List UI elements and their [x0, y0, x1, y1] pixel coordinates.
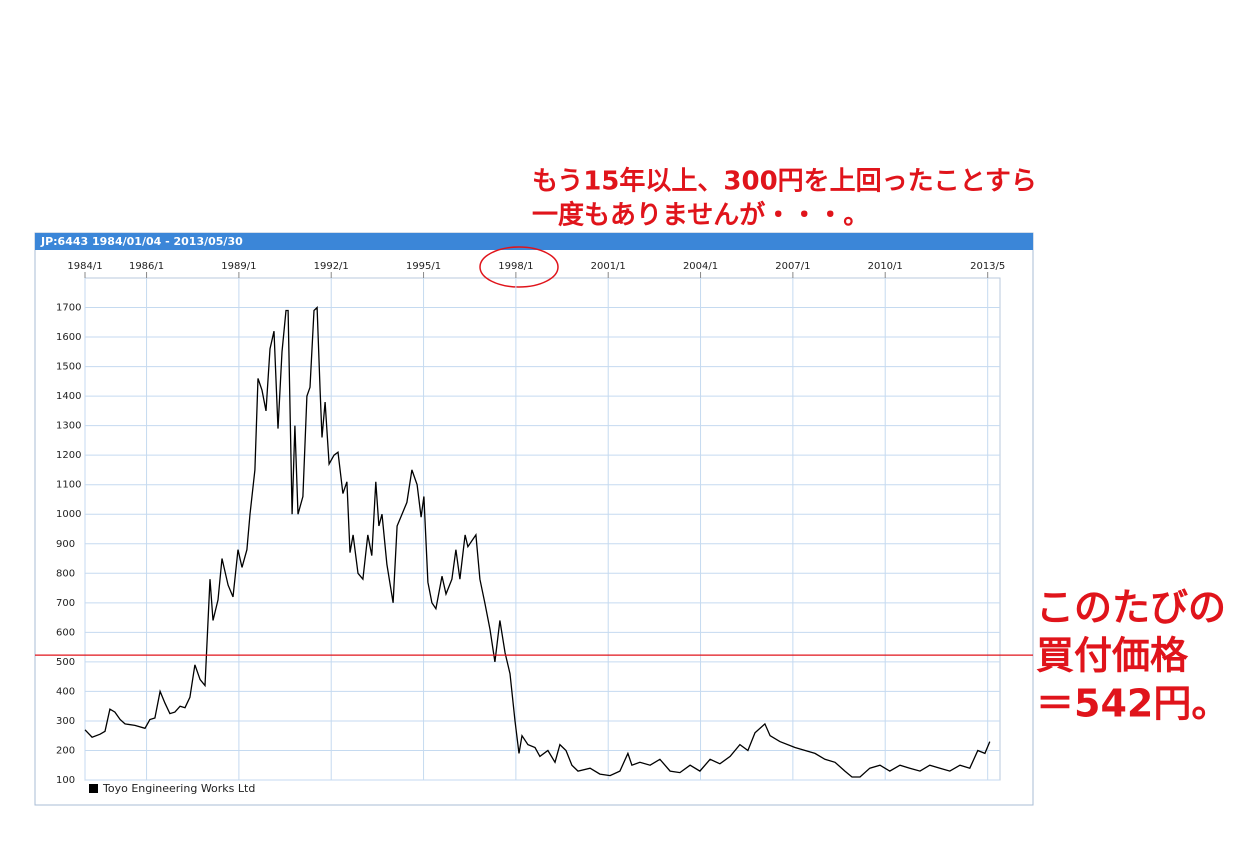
annotation: 買付価格	[1036, 634, 1189, 678]
y-tick-label: 1300	[56, 421, 81, 432]
y-tick-label: 500	[56, 657, 75, 668]
y-tick-label: 1700	[56, 303, 81, 314]
chart-header	[35, 233, 1033, 250]
x-tick-label: 2004/1	[683, 261, 718, 272]
x-tick-label: 2013/5	[970, 261, 1005, 272]
annotation: もう15年以上、300円を上回ったことすら	[532, 166, 1037, 197]
highlight-circle	[479, 246, 559, 288]
x-tick-label: 2001/1	[591, 261, 626, 272]
y-tick-label: 1500	[56, 362, 81, 373]
plot-area	[84, 277, 1001, 781]
y-tick-label: 200	[56, 745, 75, 756]
x-tick-label: 2007/1	[775, 261, 810, 272]
x-tick-label: 1998/1	[498, 261, 533, 272]
y-tick-label: 1200	[56, 450, 81, 461]
legend-swatch	[89, 784, 98, 793]
chart-title: JP:6443 1984/01/04 - 2013/05/30	[40, 235, 243, 248]
x-tick-label: 1995/1	[406, 261, 441, 272]
x-tick-label: 2010/1	[868, 261, 903, 272]
y-tick-label: 100	[56, 775, 75, 786]
y-tick-label: 300	[56, 716, 75, 727]
y-tick-label: 600	[56, 627, 75, 638]
x-tick-label: 1992/1	[314, 261, 349, 272]
price-line	[84, 306, 991, 778]
y-tick-label: 800	[56, 568, 75, 579]
y-tick-label: 1400	[56, 391, 81, 402]
annotation: 一度もありませんが・・・。	[532, 200, 869, 231]
annotation: このたびの	[1036, 586, 1226, 630]
y-tick-label: 1000	[56, 509, 81, 520]
legend-label: Toyo Engineering Works Ltd	[102, 782, 255, 795]
y-tick-label: 1600	[56, 332, 81, 343]
y-tick-label: 1100	[56, 480, 81, 491]
x-tick-label: 1986/1	[129, 261, 164, 272]
y-tick-label: 900	[56, 539, 75, 550]
x-tick-label: 1984/1	[67, 261, 102, 272]
annotation: ＝542円。	[1036, 682, 1229, 726]
y-tick-label: 400	[56, 686, 75, 697]
y-tick-label: 700	[56, 598, 75, 609]
x-tick-label: 1989/1	[221, 261, 256, 272]
